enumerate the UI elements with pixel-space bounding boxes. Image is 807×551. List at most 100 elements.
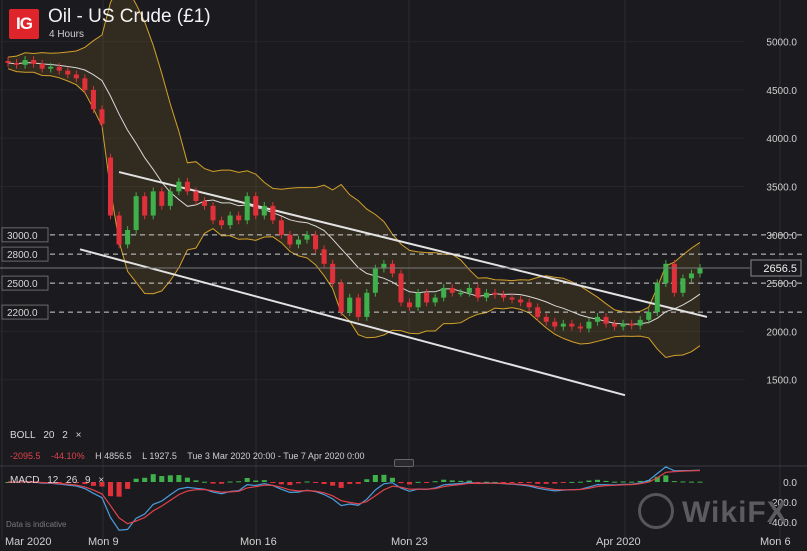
candle <box>14 62 20 65</box>
candle <box>509 297 515 300</box>
y-tick-label: 2500.0 <box>766 279 797 290</box>
macd-histogram-bar <box>65 482 71 483</box>
candle <box>492 292 498 295</box>
macd-histogram-bar <box>364 479 370 482</box>
boll-remove-button[interactable]: × <box>75 430 82 441</box>
candle <box>73 74 79 79</box>
macd-histogram-bar <box>90 482 96 486</box>
candle <box>107 157 114 216</box>
candle <box>22 59 28 65</box>
macd-legend: MACD 12 26 9 × <box>10 475 109 486</box>
level-label-box <box>1 275 49 291</box>
level-label: 2800.0 <box>7 250 38 261</box>
macd-histogram-bar <box>389 477 395 482</box>
macd-histogram-bar <box>569 481 575 483</box>
bollinger-lower <box>7 68 701 359</box>
candle <box>90 89 96 110</box>
macd-histogram-bar <box>432 481 438 483</box>
candle <box>483 292 489 298</box>
macd-histogram-bar <box>82 482 88 485</box>
candle <box>321 249 327 264</box>
price-stats: -2095.5 -44.10% H 4856.5 L 1927.5 Tue 3 … <box>10 451 372 461</box>
macd-histogram-bar <box>355 482 361 484</box>
macd-histogram-bar <box>347 482 353 484</box>
candle <box>441 287 447 298</box>
macd-histogram-bar <box>637 480 643 482</box>
candle <box>236 215 242 221</box>
macd-histogram-bar <box>116 482 122 497</box>
trendline-upper <box>118 171 708 318</box>
candle <box>5 60 11 63</box>
macd-tick-label: 0.0 <box>783 478 797 489</box>
macd-histogram-bar <box>552 482 558 484</box>
y-tick-label: 2000.0 <box>766 327 797 338</box>
candle <box>176 181 182 192</box>
macd-histogram-bar <box>167 475 173 482</box>
macd-histogram-bar <box>73 482 79 484</box>
macd-histogram-bar <box>500 482 507 483</box>
candle <box>697 268 703 274</box>
macd-histogram-bar <box>150 474 156 482</box>
macd-label: MACD <box>10 475 40 486</box>
candle <box>637 319 643 326</box>
candle <box>449 287 455 293</box>
macd-histogram-bar <box>492 481 498 483</box>
candle <box>201 201 208 206</box>
candle <box>270 205 276 221</box>
level-label-box <box>1 246 49 262</box>
candle <box>586 321 592 329</box>
candle <box>48 66 54 69</box>
candle <box>313 234 319 250</box>
level-label-box <box>1 304 49 320</box>
macd-histogram-bar <box>193 480 199 482</box>
candle <box>193 191 199 202</box>
bollinger-upper <box>7 0 701 313</box>
bollinger-legend: BOLL 20 2 × <box>10 430 86 441</box>
candle <box>65 70 71 75</box>
macd-histogram-bar <box>133 478 139 482</box>
candle <box>646 312 652 320</box>
macd-histogram-bar <box>594 479 601 482</box>
timeframe-label[interactable]: 4 Hours <box>49 29 85 40</box>
candle <box>415 292 421 308</box>
candle <box>466 287 472 293</box>
macd-histogram-bar <box>466 480 472 482</box>
candle <box>82 78 88 90</box>
pane-resize-handle[interactable] <box>394 459 414 467</box>
candle <box>99 109 105 124</box>
macd-histogram-bar <box>518 482 524 483</box>
candle <box>603 316 609 324</box>
macd-slow: 26 <box>66 475 78 486</box>
candle <box>381 263 387 269</box>
candle <box>458 292 464 295</box>
macd-histogram-bar <box>338 482 344 488</box>
candle <box>338 283 344 313</box>
current-price-box <box>750 259 802 277</box>
macd-histogram-bar <box>671 481 677 483</box>
level-label: 3000.0 <box>7 231 38 242</box>
macd-histogram-bar <box>219 482 225 484</box>
macd-histogram-bar <box>372 474 378 482</box>
x-tick-label: Mon 23 <box>391 536 428 548</box>
y-tick-label: 4000.0 <box>766 134 797 145</box>
chart-title: Oil - US Crude (£1) <box>48 6 211 27</box>
candle <box>612 323 618 327</box>
x-tick-label: Apr 2020 <box>596 536 641 548</box>
candle <box>227 215 233 226</box>
candle <box>500 294 507 298</box>
macd-histogram-bar <box>330 482 336 486</box>
y-tick-label: 3000.0 <box>766 231 797 242</box>
y-tick-label: 5000.0 <box>766 38 797 49</box>
candle <box>278 220 284 235</box>
candle <box>167 191 173 206</box>
macd-histogram-bar <box>313 482 319 483</box>
macd-histogram-bar <box>441 479 447 482</box>
macd-histogram-bar <box>449 480 455 482</box>
macd-remove-button[interactable]: × <box>98 475 105 486</box>
macd-histogram-bar <box>321 482 327 485</box>
macd-histogram-bar <box>176 475 182 482</box>
macd-histogram-bar <box>381 474 387 482</box>
x-tick-label: Mon 9 <box>88 536 119 548</box>
candle <box>432 297 438 303</box>
